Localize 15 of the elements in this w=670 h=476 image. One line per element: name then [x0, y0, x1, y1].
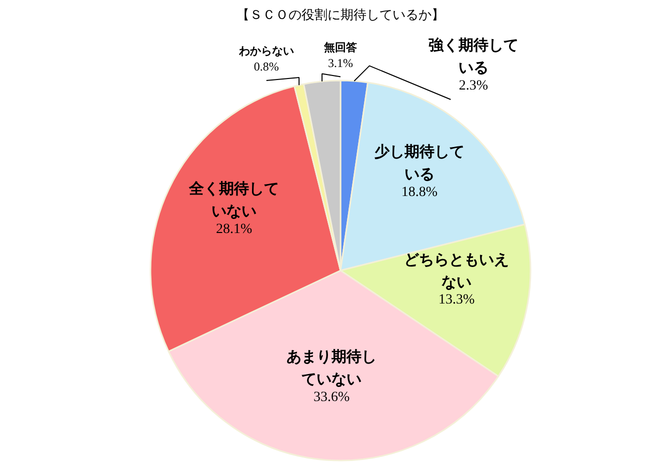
data-label: 13.3%: [438, 292, 475, 308]
data-label: 33.6%: [314, 390, 350, 405]
data-label: 28.1%: [216, 222, 252, 237]
slice-label: 少し期待している: [374, 142, 465, 184]
data-label: 2.3%: [458, 78, 488, 94]
data-label: 18.8%: [401, 185, 438, 200]
slice-label: 強く期待している: [428, 36, 518, 77]
chart-title: 【ＳＣＯの役割に期待しているか】: [236, 8, 444, 23]
slice-label: 全く期待していない: [188, 180, 280, 220]
data-label: 0.8%: [254, 60, 279, 74]
slice-label: あまり期待していない: [286, 347, 377, 388]
slice-label: 無回答: [323, 40, 358, 54]
data-label: 3.1%: [328, 56, 353, 70]
slice-label: どちらともいえない: [404, 250, 510, 291]
slice-label: わからない: [238, 44, 294, 58]
